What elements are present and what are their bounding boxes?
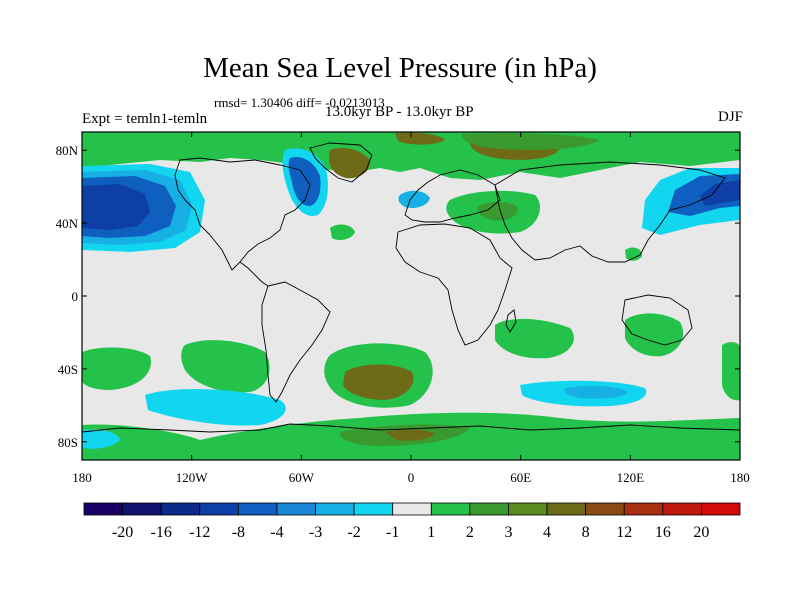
plot-title: Mean Sea Level Pressure (in hPa) — [203, 52, 597, 84]
colorbar-label: -16 — [151, 524, 172, 541]
pressure-field — [82, 132, 740, 460]
south-pacific-east-green-blob — [722, 342, 740, 401]
coastlines — [82, 142, 740, 433]
colorbar-label: 12 — [616, 524, 632, 541]
colorbar-swatch — [585, 502, 625, 516]
south-atlantic-olive-core — [343, 364, 414, 400]
colorbar-label: -1 — [386, 524, 399, 541]
colorbar-label: 1 — [427, 524, 435, 541]
colorbar-swatch — [469, 502, 509, 516]
greenland-coastline — [309, 142, 373, 183]
europe-light-blue-anomaly — [398, 190, 430, 208]
south-indian-light-blue-core — [564, 385, 628, 399]
colorbar-swatch — [83, 502, 123, 516]
arctic-olive-anomaly — [395, 132, 445, 145]
x-axis-ticks: 180 120W 60W 0 60E 120E 180 — [72, 132, 750, 485]
colorbar-label: 20 — [693, 524, 709, 541]
north-pacific-dark-blue-core — [82, 184, 150, 230]
colorbar-swatch — [662, 502, 702, 516]
colorbar-swatch — [160, 502, 201, 516]
y-tick-label: 0 — [72, 289, 79, 304]
colorbar-swatch — [546, 502, 587, 516]
season-label: DJF — [717, 109, 743, 125]
x-tick-label: 60W — [289, 470, 315, 485]
colorbar: -20 -16 -12 -8 -4 -3 -2 -1 1 2 3 4 8 12 16 20 — [83, 502, 741, 541]
madagascar-coastline — [505, 309, 517, 333]
colorbar-swatch — [199, 502, 239, 516]
y-tick-label: 80N — [56, 143, 79, 158]
antarctic-cyan-patch — [82, 429, 120, 449]
south-indian-green-blob — [495, 318, 574, 359]
x-tick-label: 60E — [510, 470, 531, 485]
colorbar-swatch — [122, 502, 162, 516]
west-pacific-green-blob — [625, 247, 642, 261]
mediterranean-mid-green-core — [477, 201, 518, 221]
colorbar-swatch — [315, 502, 355, 516]
experiment-label: Expt = temln1-temln — [82, 111, 208, 127]
colorbar-label: 2 — [466, 524, 474, 541]
colorbar-label: -4 — [270, 524, 283, 541]
colorbar-label: -2 — [347, 524, 360, 541]
europe-coastline — [404, 169, 501, 223]
colorbar-label: 8 — [582, 524, 590, 541]
north-america-coastline — [174, 157, 311, 271]
colorbar-swatch — [392, 502, 432, 516]
x-tick-label: 180 — [72, 470, 92, 485]
south-america-coastline — [261, 281, 331, 403]
colorbar-label: -12 — [189, 524, 210, 541]
period-label: 13.0kyr BP - 13.0kyr BP — [325, 104, 474, 120]
colorbar-swatch — [623, 502, 664, 516]
australia-coastline — [621, 294, 693, 346]
colorbar-label: -8 — [232, 524, 245, 541]
colorbar-swatch — [508, 502, 548, 516]
colorbar-label: 3 — [504, 524, 512, 541]
x-tick-label: 120E — [617, 470, 645, 485]
nw-pacific-dark-blue-core — [700, 180, 740, 206]
colorbar-swatch — [276, 502, 316, 516]
south-pacific-green-blob — [181, 340, 270, 393]
y-tick-label: 40S — [58, 362, 78, 377]
colorbar-swatch — [237, 502, 278, 516]
australia-green-blob — [625, 313, 684, 357]
x-tick-label: 180 — [730, 470, 750, 485]
asia-coastline — [494, 161, 726, 263]
colorbar-label: -20 — [112, 524, 133, 541]
central-america-coastline — [239, 261, 269, 287]
mid-atlantic-green-blob — [330, 224, 355, 240]
antarctica-coastline — [82, 423, 740, 433]
colorbar-swatch — [430, 502, 471, 516]
y-tick-label: 40N — [56, 216, 79, 231]
colorbar-label: 16 — [655, 524, 671, 541]
colorbar-swatch — [701, 502, 741, 516]
rmsd-diff-stats: rmsd= 1.30406 diff= -0.0213013 — [214, 95, 385, 110]
arctic-mid-green-anomaly — [461, 133, 600, 150]
africa-coastline — [395, 223, 513, 346]
x-tick-label: 0 — [408, 470, 415, 485]
colorbar-label: 4 — [543, 524, 551, 541]
x-tick-label: 120W — [176, 470, 209, 485]
colorbar-label: -3 — [309, 524, 322, 541]
y-axis-ticks: 80N 40N 0 40S 80S — [56, 143, 740, 450]
y-tick-label: 80S — [58, 435, 78, 450]
south-pacific-cyan-band — [145, 388, 286, 426]
south-pacific-west-green-blob — [82, 347, 151, 390]
colorbar-swatch — [353, 502, 394, 516]
greenland-olive-anomaly — [328, 148, 371, 179]
antarctic-olive-core — [385, 429, 435, 441]
